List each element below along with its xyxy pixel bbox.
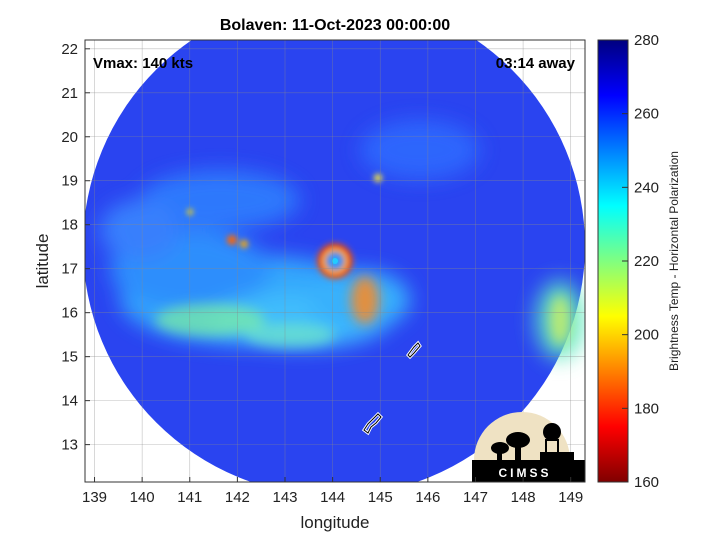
brightness-temp-swath bbox=[85, 40, 585, 482]
cloud-band-far-w bbox=[100, 200, 180, 260]
x-tick-label: 141 bbox=[177, 489, 202, 506]
y-axis: 13 14 15 16 17 18 19 20 21 22 bbox=[61, 41, 90, 454]
chart-title: Bolaven: 11-Oct-2023 00:00:00 bbox=[220, 17, 450, 34]
rainband-east-yellow bbox=[550, 295, 570, 345]
y-tick-label: 19 bbox=[61, 173, 78, 190]
convective-cell-1 bbox=[227, 235, 237, 245]
x-tick-label: 140 bbox=[130, 489, 155, 506]
y-tick-label: 22 bbox=[61, 41, 78, 58]
y-tick-label: 20 bbox=[61, 129, 78, 146]
colorbar-ticks: 160 180 200 220 240 260 280 bbox=[622, 32, 659, 491]
y-tick-label: 15 bbox=[61, 349, 78, 366]
x-tick-label: 142 bbox=[225, 489, 250, 506]
logo-text: CIMSS bbox=[498, 466, 551, 480]
y-tick-label: 16 bbox=[61, 305, 78, 322]
colorbar-tick-label: 280 bbox=[634, 32, 659, 49]
colorbar-tick-label: 260 bbox=[634, 106, 659, 123]
logo-water-tower bbox=[543, 423, 561, 441]
vmax-label: Vmax: 140 kts bbox=[93, 55, 193, 72]
logo-band bbox=[472, 460, 585, 482]
logo-dish-1 bbox=[506, 432, 530, 448]
colorbar-tick-label: 220 bbox=[634, 253, 659, 270]
rainband-green-2 bbox=[245, 323, 335, 347]
y-tick-label: 18 bbox=[61, 217, 78, 234]
y-tick-label: 14 bbox=[61, 393, 78, 410]
x-tick-label: 149 bbox=[558, 489, 583, 506]
y-tick-label: 17 bbox=[61, 261, 78, 278]
x-tick-label: 148 bbox=[511, 489, 536, 506]
rainband-orange bbox=[351, 276, 379, 324]
x-axis: 139 140 141 142 143 144 145 146 147 148 149 bbox=[82, 477, 583, 506]
cloud-band-nw bbox=[140, 170, 300, 230]
plot-frame bbox=[84, 39, 586, 483]
colorbar-tick-label: 240 bbox=[634, 179, 659, 196]
colorbar-tick-label: 180 bbox=[634, 400, 659, 417]
logo-dish-2 bbox=[491, 442, 509, 454]
y-axis-title: latitude bbox=[33, 234, 52, 289]
x-tick-label: 143 bbox=[272, 489, 297, 506]
colorbar-title: Brightness Temp - Horizontal Polarizatio… bbox=[667, 151, 681, 371]
x-axis-title: longitude bbox=[300, 513, 369, 532]
x-tick-label: 145 bbox=[368, 489, 393, 506]
eye bbox=[332, 258, 338, 264]
colorbar-tick-label: 200 bbox=[634, 327, 659, 344]
x-tick-label: 144 bbox=[320, 489, 345, 506]
cimss-logo: CIMSS bbox=[472, 412, 585, 482]
grid-lines bbox=[85, 40, 585, 482]
convective-cell-2 bbox=[240, 240, 248, 248]
y-tick-label: 13 bbox=[61, 437, 78, 454]
island-outlines-inner bbox=[363, 342, 421, 434]
x-tick-label: 139 bbox=[82, 489, 107, 506]
x-tick-label: 147 bbox=[463, 489, 488, 506]
colorbar-tick-label: 160 bbox=[634, 474, 659, 491]
cloud-band-ne bbox=[360, 120, 480, 180]
y-tick-label: 21 bbox=[61, 85, 78, 102]
x-tick-label: 146 bbox=[415, 489, 440, 506]
time-away-label: 03:14 away bbox=[496, 55, 576, 72]
